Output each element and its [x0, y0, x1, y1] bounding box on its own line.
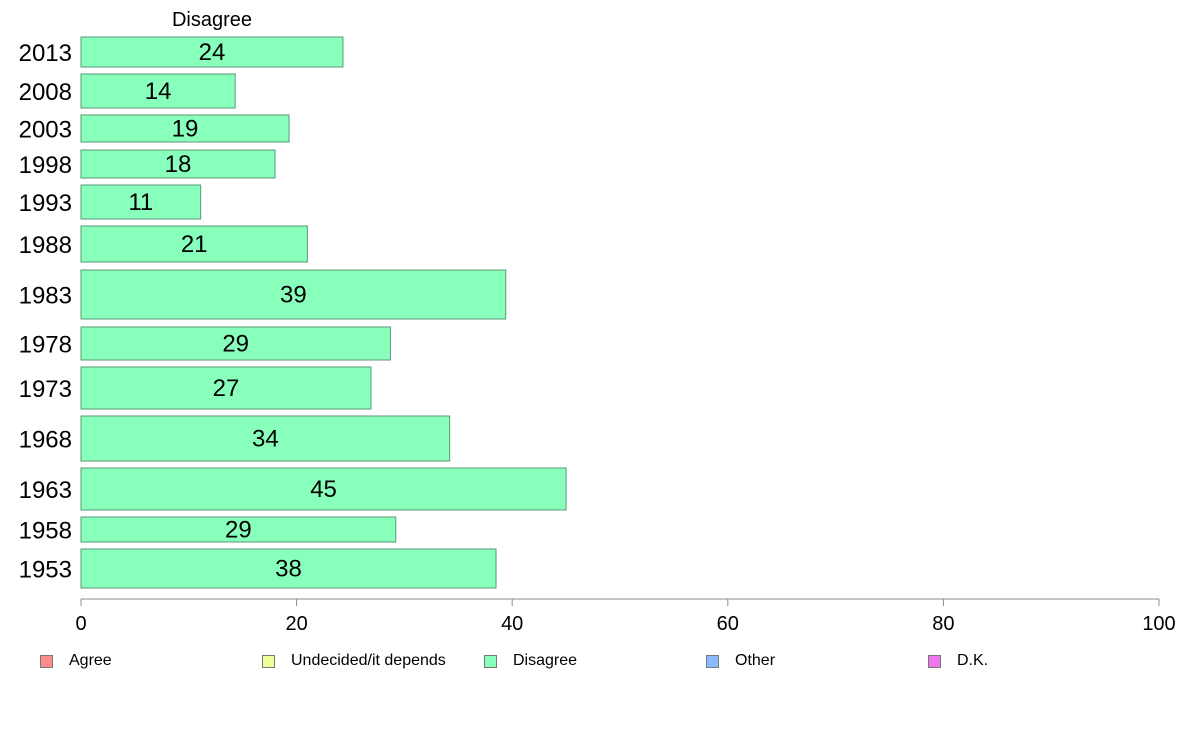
category-label-1968: 1968 — [19, 427, 72, 454]
x-tick-label-80: 80 — [932, 613, 954, 635]
legend: Agree Undecided/it depends Disagree Othe… — [0, 652, 1188, 674]
category-label-2003: 2003 — [19, 117, 72, 144]
legend-label-disagree: Disagree — [513, 652, 578, 669]
legend-item-undecided: Undecided/it depends — [262, 652, 446, 670]
bar-value-label-1963: 45 — [310, 476, 337, 503]
category-label-2013: 2013 — [19, 40, 72, 67]
bar-1988 — [80, 225, 308, 263]
legend-swatch-disagree — [484, 654, 497, 668]
x-tick-label-40: 40 — [501, 613, 523, 635]
bar-value-label-1958: 29 — [225, 517, 252, 544]
category-label-2008: 2008 — [19, 79, 72, 106]
bar-value-label-2003: 19 — [172, 116, 199, 143]
bar-1958 — [80, 516, 397, 543]
category-label-1983: 1983 — [19, 283, 72, 310]
x-tick-label-60: 60 — [717, 613, 739, 635]
bar-value-label-2013: 24 — [199, 39, 226, 66]
category-label-1963: 1963 — [19, 477, 72, 504]
legend-swatch-agree — [40, 654, 53, 668]
bar-1998 — [80, 149, 276, 179]
legend-item-agree: Agree — [40, 652, 112, 670]
bar-value-label-2008: 14 — [145, 78, 172, 105]
bar-1963 — [80, 467, 567, 511]
bar-1973 — [80, 366, 372, 410]
x-axis: 0 20 40 60 80 100 — [75, 598, 1176, 635]
category-label-1993: 1993 — [19, 190, 72, 217]
bar-1993 — [80, 184, 202, 220]
bar-value-label-1988: 21 — [181, 231, 208, 258]
category-label-1978: 1978 — [19, 332, 72, 359]
legend-swatch-other — [706, 654, 719, 668]
legend-label-agree: Agree — [69, 652, 112, 669]
x-tick-label-20: 20 — [285, 613, 307, 635]
legend-item-other: Other — [706, 652, 775, 670]
category-label-1998: 1998 — [19, 152, 72, 179]
bar-value-label-1953: 38 — [275, 556, 302, 583]
x-tick-label-100: 100 — [1142, 613, 1175, 635]
bar-2013 — [80, 36, 344, 68]
legend-item-dk: D.K. — [928, 652, 988, 670]
bar-1978 — [80, 326, 391, 361]
bar-value-label-1993: 11 — [128, 189, 153, 216]
bar-value-label-1968: 34 — [252, 426, 279, 453]
legend-swatch-undecided — [262, 654, 275, 668]
bar-1953 — [80, 548, 497, 589]
x-tick-label-0: 0 — [75, 613, 86, 635]
legend-item-disagree: Disagree — [484, 652, 577, 670]
bar-value-label-1978: 29 — [222, 331, 249, 358]
legend-label-other: Other — [735, 652, 776, 669]
panel-title: Disagree — [172, 9, 252, 31]
bar-2003 — [80, 114, 290, 143]
legend-label-dk: D.K. — [957, 652, 989, 669]
bar-1983 — [80, 269, 507, 320]
category-labels: 2013 2008 2003 1998 1993 1988 1983 1978 1973 1968… — [19, 40, 72, 584]
category-label-1958: 1958 — [19, 518, 72, 545]
bar-value-label-1983: 39 — [280, 282, 307, 309]
bar-1968 — [80, 415, 451, 462]
legend-label-undecided: Undecided/it depends — [291, 652, 446, 669]
legend-swatch-dk — [928, 654, 941, 668]
bar-2008 — [80, 73, 236, 109]
bar-value-label-1973: 27 — [213, 375, 240, 402]
category-label-1988: 1988 — [19, 232, 72, 259]
category-label-1953: 1953 — [19, 557, 72, 584]
category-label-1973: 1973 — [19, 376, 72, 403]
bar-value-label-1998: 18 — [165, 151, 192, 178]
